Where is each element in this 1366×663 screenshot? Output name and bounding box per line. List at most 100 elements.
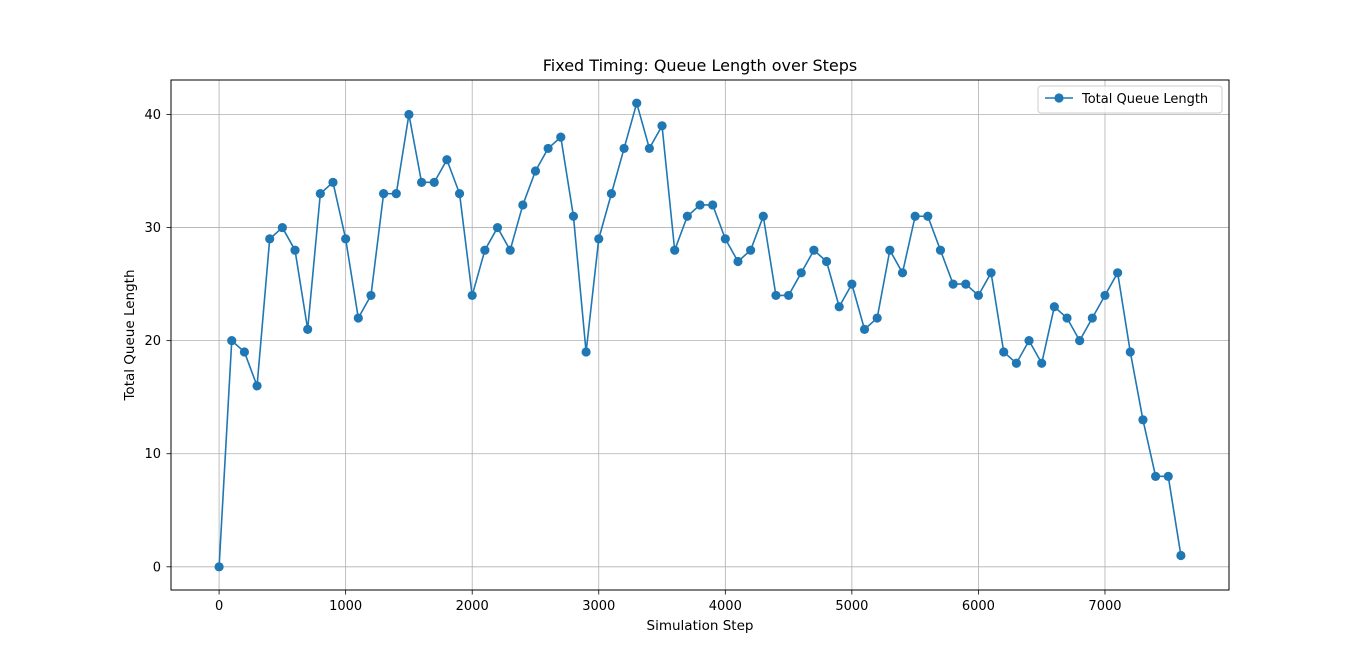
data-point bbox=[480, 245, 490, 255]
data-point bbox=[252, 381, 262, 391]
data-point bbox=[809, 245, 819, 255]
data-point bbox=[416, 177, 427, 187]
data-point bbox=[303, 324, 313, 334]
data-point bbox=[265, 234, 275, 244]
series-line bbox=[218, 102, 1182, 567]
y-tick-label: 40 bbox=[144, 108, 161, 123]
data-point bbox=[379, 189, 389, 199]
data-point bbox=[328, 177, 338, 187]
data-point bbox=[1113, 268, 1123, 278]
series-layer bbox=[214, 98, 1186, 572]
data-point bbox=[239, 347, 250, 357]
x-tick-label: 3000 bbox=[582, 599, 615, 614]
data-point bbox=[632, 98, 642, 108]
data-point bbox=[404, 109, 414, 120]
data-point bbox=[556, 132, 566, 142]
data-point bbox=[708, 200, 718, 210]
data-point bbox=[568, 211, 579, 221]
grid-layer bbox=[171, 80, 1229, 590]
data-point bbox=[442, 155, 452, 165]
data-point bbox=[1024, 336, 1034, 346]
data-point bbox=[1163, 471, 1173, 481]
data-point bbox=[695, 200, 705, 210]
data-point bbox=[771, 290, 781, 301]
data-point bbox=[961, 279, 971, 289]
x-tick-label: 2000 bbox=[456, 599, 489, 614]
data-point bbox=[454, 189, 465, 199]
data-point bbox=[910, 211, 920, 221]
data-point bbox=[1150, 471, 1161, 481]
data-point bbox=[859, 324, 870, 334]
data-point bbox=[530, 166, 541, 176]
data-point bbox=[227, 336, 237, 346]
data-point bbox=[429, 177, 439, 187]
data-point bbox=[796, 268, 806, 278]
data-point bbox=[1011, 358, 1021, 368]
data-point bbox=[505, 245, 515, 255]
x-tick-label: 5000 bbox=[835, 599, 868, 614]
data-point bbox=[746, 245, 756, 255]
data-point bbox=[277, 222, 287, 233]
data-point bbox=[1062, 313, 1072, 323]
data-point bbox=[353, 313, 363, 323]
plot-area-frame bbox=[170, 79, 1230, 591]
x-tick-label: 0 bbox=[215, 599, 223, 614]
legend: Total Queue Length bbox=[1037, 85, 1223, 114]
data-point bbox=[733, 256, 743, 267]
data-point bbox=[214, 562, 224, 572]
y-tick-label: 20 bbox=[144, 334, 161, 349]
data-point bbox=[644, 143, 654, 154]
data-point bbox=[290, 245, 300, 255]
data-point bbox=[999, 347, 1009, 357]
data-point bbox=[1138, 415, 1148, 425]
data-point bbox=[315, 189, 325, 199]
data-point bbox=[783, 290, 794, 301]
data-point bbox=[897, 268, 908, 278]
x-tick-label: 1000 bbox=[329, 599, 362, 614]
chart-title: Fixed Timing: Queue Length over Steps bbox=[543, 56, 858, 75]
data-point bbox=[1049, 302, 1059, 312]
y-tick-label: 30 bbox=[144, 221, 161, 236]
y-tick-label: 0 bbox=[153, 560, 161, 575]
data-point bbox=[872, 313, 882, 323]
legend-label: Total Queue Length bbox=[1081, 92, 1208, 107]
data-point bbox=[1075, 336, 1085, 346]
legend-marker-swatch bbox=[1054, 93, 1064, 103]
data-point bbox=[720, 234, 730, 244]
y-tick-label: 10 bbox=[144, 447, 161, 462]
data-point bbox=[341, 234, 351, 244]
data-point bbox=[758, 211, 768, 221]
data-point bbox=[1176, 550, 1186, 561]
data-point bbox=[619, 143, 629, 154]
data-point bbox=[594, 234, 604, 244]
x-tick-label: 4000 bbox=[709, 599, 742, 614]
data-point bbox=[821, 256, 832, 267]
data-point bbox=[670, 245, 680, 255]
data-point bbox=[581, 347, 591, 357]
data-point bbox=[1037, 358, 1047, 368]
data-point bbox=[467, 290, 477, 301]
data-point bbox=[847, 279, 857, 289]
legend-box bbox=[1037, 85, 1223, 114]
x-tick-label: 6000 bbox=[962, 599, 995, 614]
tick-layer: 0 1000 2000 3000 4000 5000 6000 7000 0 10 20 30 40 bbox=[144, 108, 1121, 614]
data-point bbox=[543, 143, 553, 154]
data-point bbox=[834, 302, 844, 312]
data-point bbox=[986, 268, 996, 278]
data-point bbox=[973, 290, 984, 301]
data-point bbox=[1125, 347, 1135, 357]
data-point bbox=[1087, 313, 1097, 323]
y-axis-title: Total Queue Length bbox=[122, 269, 138, 401]
data-point bbox=[682, 211, 692, 221]
data-point bbox=[1100, 290, 1110, 301]
data-point bbox=[948, 279, 958, 289]
x-axis-title: Simulation Step bbox=[647, 618, 754, 634]
data-point bbox=[366, 290, 376, 301]
data-point bbox=[518, 200, 528, 210]
data-point bbox=[935, 245, 946, 255]
data-point bbox=[391, 189, 401, 199]
data-point bbox=[492, 222, 503, 233]
data-point bbox=[606, 189, 617, 199]
